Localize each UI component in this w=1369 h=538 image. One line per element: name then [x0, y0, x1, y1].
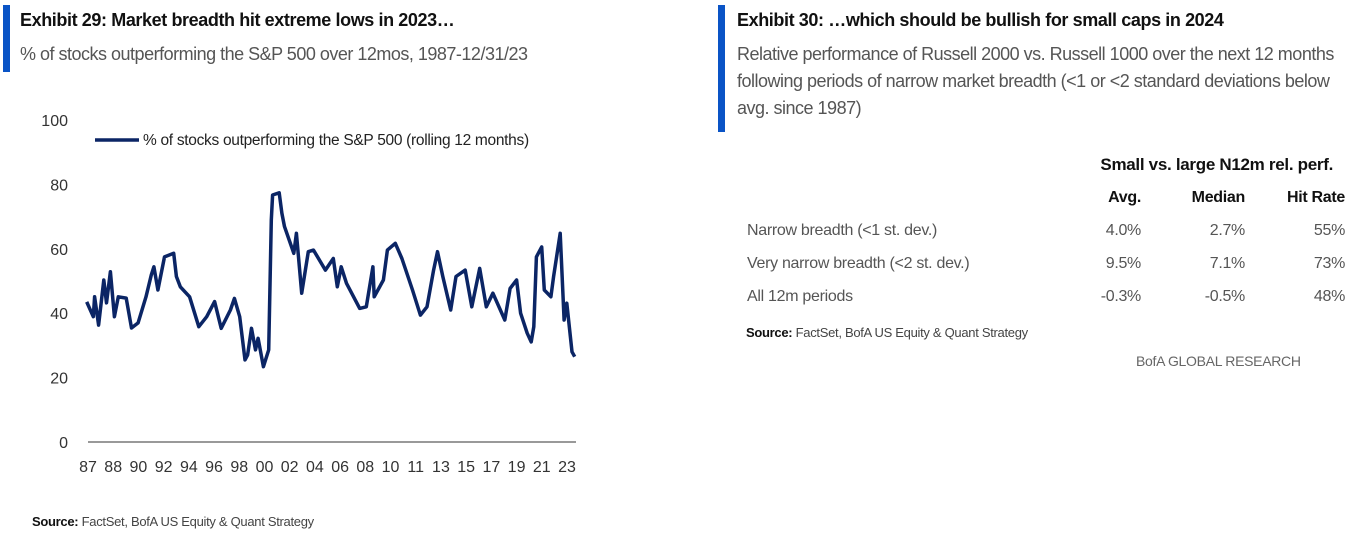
source-label: Source:: [32, 514, 79, 529]
x-tick-label: 02: [281, 459, 299, 476]
relative-performance-table: Small vs. large N12m rel. perf. Avg. Med…: [740, 148, 1345, 313]
table-row: All 12m periods -0.3% -0.5% 48%: [740, 280, 1345, 313]
cell: 48%: [1313, 287, 1345, 305]
x-tick-label: 96: [205, 459, 223, 476]
cell: 4.0%: [1105, 221, 1142, 239]
x-tick-label: 13: [432, 459, 450, 476]
y-tick-label: 80: [50, 177, 68, 194]
source-label: Source:: [746, 325, 793, 340]
series-line: [85, 191, 577, 369]
breadth-line-chart: 0 20 40 60 80 100 87 88 90 92 94 96 98 00 02 04 06 08 10 1…: [41, 113, 577, 476]
left-exhibit-title: Exhibit 29: Market breadth hit extreme l…: [20, 10, 455, 30]
x-tick-label: 21: [533, 459, 551, 476]
column-header: Hit Rate: [1286, 188, 1345, 206]
cell: 2.7%: [1209, 221, 1246, 239]
y-tick-label: 60: [50, 242, 68, 259]
left-accent-bar: [3, 5, 10, 72]
row-label: Narrow breadth (<1 st. dev.): [747, 221, 938, 239]
cell: 7.1%: [1209, 254, 1246, 272]
left-source-note: Source: FactSet, BofA US Equity & Quant …: [32, 514, 314, 529]
x-tick-label: 87: [79, 459, 97, 476]
x-tick-label: 15: [457, 459, 475, 476]
x-tick-label: 10: [382, 459, 400, 476]
y-tick-label: 40: [50, 306, 68, 323]
source-text: FactSet, BofA US Equity & Quant Strategy: [78, 514, 315, 529]
cell: -0.3%: [1100, 287, 1142, 305]
y-tick-label: 0: [59, 435, 68, 452]
y-tick-label: 20: [50, 371, 68, 388]
x-tick-label: 08: [356, 459, 374, 476]
column-header: Median: [1191, 188, 1246, 206]
x-tick-label: 92: [155, 459, 173, 476]
left-exhibit-subtitle: % of stocks outperforming the S&P 500 ov…: [20, 44, 528, 64]
row-label: All 12m periods: [747, 287, 853, 305]
table-header-row: Avg. Median Hit Rate: [740, 181, 1345, 214]
right-source-note: Source: FactSet, BofA US Equity & Quant …: [746, 325, 1028, 340]
source-text: FactSet, BofA US Equity & Quant Strategy: [792, 325, 1029, 340]
x-tick-label: 90: [130, 459, 148, 476]
y-tick-label: 100: [41, 113, 68, 130]
x-tick-label: 04: [306, 459, 324, 476]
x-tick-label: 11: [407, 459, 424, 476]
column-header: Avg.: [1108, 188, 1141, 206]
cell: 73%: [1313, 254, 1345, 272]
right-exhibit-title: Exhibit 30: …which should be bullish for…: [737, 10, 1224, 30]
group-header: Small vs. large N12m rel. perf.: [1100, 154, 1333, 174]
row-label: Very narrow breadth (<2 st. dev.): [747, 254, 970, 272]
x-tick-label: 19: [508, 459, 526, 476]
table-row: Very narrow breadth (<2 st. dev.) 9.5% 7…: [740, 247, 1345, 280]
cell: 55%: [1313, 221, 1345, 239]
x-tick-label: 06: [331, 459, 349, 476]
chart-legend-label: % of stocks outperforming the S&P 500 (r…: [143, 132, 529, 149]
x-tick-label: 23: [558, 459, 576, 476]
x-tick-label: 17: [482, 459, 500, 476]
right-accent-bar: [718, 5, 725, 132]
x-tick-label: 88: [104, 459, 122, 476]
cell: 9.5%: [1105, 254, 1142, 272]
table-group-header-row: Small vs. large N12m rel. perf.: [740, 148, 1345, 181]
table-row: Narrow breadth (<1 st. dev.) 4.0% 2.7% 5…: [740, 214, 1345, 247]
cell: -0.5%: [1204, 287, 1246, 305]
x-tick-label: 00: [256, 459, 274, 476]
x-tick-label: 98: [230, 459, 248, 476]
brand-footer: BofA GLOBAL RESEARCH: [1136, 353, 1301, 369]
x-tick-label: 94: [180, 459, 198, 476]
right-exhibit-subtitle: Relative performance of Russell 2000 vs.…: [737, 44, 1334, 118]
